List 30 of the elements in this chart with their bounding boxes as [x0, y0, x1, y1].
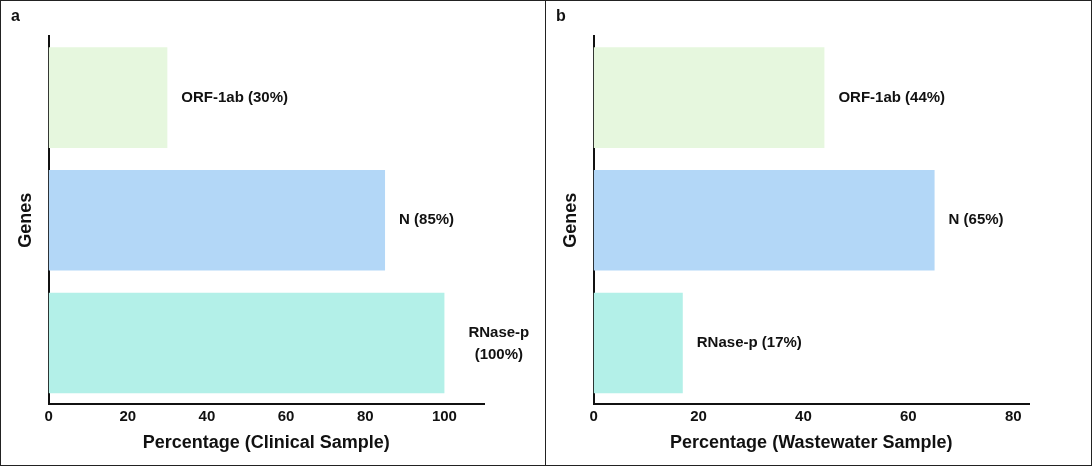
- bar: [48, 169, 386, 271]
- y-axis-title: Genes: [14, 192, 35, 248]
- chart-title: b: [556, 7, 566, 25]
- x-tick-label: 40: [198, 406, 216, 424]
- x-tick-label: 40: [795, 406, 812, 424]
- y-tick-label: RNase-p: [468, 323, 530, 341]
- x-tick-label: 60: [277, 406, 295, 424]
- category-label: N (85%): [399, 210, 455, 228]
- category-label: ORF-1ab (30%): [181, 87, 289, 105]
- category-label: N (65%): [948, 210, 1004, 228]
- y-axis-title: Genes: [559, 192, 580, 248]
- x-tick-label: 80: [1004, 406, 1022, 424]
- x-axis-title: Percentage (Wastewater Sample): [670, 432, 953, 453]
- bar: [593, 47, 825, 148]
- data-label: (100%): [474, 345, 524, 363]
- bar: [593, 169, 935, 271]
- category-label: ORF-1ab (44%): [838, 87, 946, 105]
- x-axis-title: Percentage (Clinical Sample): [142, 432, 390, 453]
- x-tick-label: 20: [119, 406, 137, 424]
- x-tick-label: 80: [356, 406, 374, 424]
- bar: [48, 47, 168, 148]
- x-tick-label: 100: [431, 406, 457, 424]
- bar: [48, 292, 445, 394]
- x-tick-label: 0: [589, 406, 598, 424]
- category-label: RNase-p (17%): [696, 333, 802, 351]
- x-tick-label: 20: [690, 406, 707, 424]
- chart-title: a: [11, 7, 20, 25]
- x-tick-label: 60: [900, 406, 917, 424]
- bar: [593, 292, 683, 394]
- x-tick-label: 0: [44, 406, 53, 424]
